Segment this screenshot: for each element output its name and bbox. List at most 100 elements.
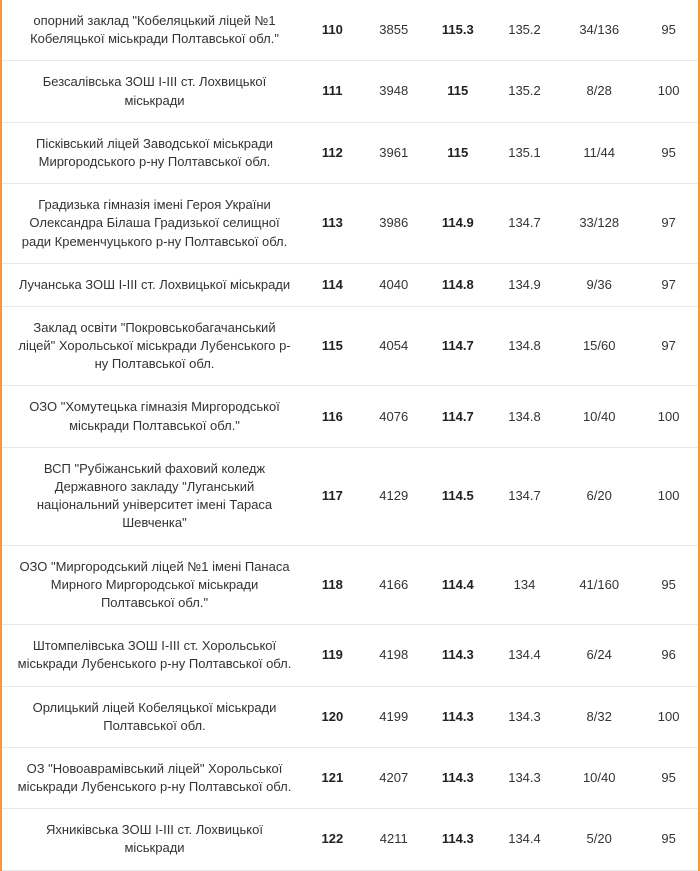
cell-rank: 113 (303, 184, 362, 264)
cell-school-name: Заклад освіти "Покровськобагачанський лі… (2, 306, 303, 386)
table-row: ОЗО "Хомутецька гімназія Миргородської м… (2, 386, 698, 447)
cell-score: 114.3 (426, 686, 490, 747)
cell-ratio: 10/40 (559, 386, 639, 447)
cell-val4: 134.8 (490, 386, 559, 447)
cell-last: 100 (639, 61, 698, 122)
cell-school-name: ОЗО "Миргородський ліцей №1 імені Панаса… (2, 545, 303, 625)
cell-val4: 134.7 (490, 184, 559, 264)
cell-num2: 4076 (362, 386, 426, 447)
cell-ratio: 5/20 (559, 809, 639, 870)
cell-rank: 111 (303, 61, 362, 122)
cell-school-name: Пісківський ліцей Заводської міськради М… (2, 122, 303, 183)
cell-num2: 4129 (362, 447, 426, 545)
cell-rank: 115 (303, 306, 362, 386)
cell-score: 115 (426, 122, 490, 183)
table-row: ВСП "Рубіжанський фаховий коледж Державн… (2, 447, 698, 545)
cell-num2: 3948 (362, 61, 426, 122)
cell-ratio: 9/36 (559, 263, 639, 306)
cell-score: 114.5 (426, 447, 490, 545)
cell-last: 95 (639, 0, 698, 61)
cell-school-name: ОЗ "Новоаврамівський ліцей" Хорольської … (2, 747, 303, 808)
cell-last: 95 (639, 747, 698, 808)
cell-school-name: ОЗО "Хомутецька гімназія Миргородської м… (2, 386, 303, 447)
cell-num2: 4199 (362, 686, 426, 747)
cell-last: 97 (639, 306, 698, 386)
cell-last: 97 (639, 184, 698, 264)
table-row: Яхниківська ЗОШ І-ІІІ ст. Лохвицької міс… (2, 809, 698, 870)
table-row: Безсалівська ЗОШ І-ІІІ ст. Лохвицької мі… (2, 61, 698, 122)
cell-rank: 119 (303, 625, 362, 686)
cell-last: 95 (639, 809, 698, 870)
cell-score: 115.3 (426, 0, 490, 61)
cell-val4: 135.1 (490, 122, 559, 183)
cell-ratio: 15/60 (559, 306, 639, 386)
cell-score: 114.3 (426, 625, 490, 686)
cell-rank: 116 (303, 386, 362, 447)
table-row: Заклад освіти "Покровськобагачанський лі… (2, 306, 698, 386)
table-row: ОЗО "Миргородський ліцей №1 імені Панаса… (2, 545, 698, 625)
table-row: Штомпелівська ЗОШ І-ІІІ ст. Хорольської … (2, 625, 698, 686)
cell-score: 114.7 (426, 386, 490, 447)
cell-last: 95 (639, 545, 698, 625)
cell-ratio: 6/20 (559, 447, 639, 545)
cell-ratio: 34/136 (559, 0, 639, 61)
cell-score: 114.4 (426, 545, 490, 625)
cell-last: 95 (639, 122, 698, 183)
cell-rank: 114 (303, 263, 362, 306)
table-row: опорний заклад "Кобеляцький ліцей №1 Коб… (2, 0, 698, 61)
cell-num2: 3961 (362, 122, 426, 183)
table-body: опорний заклад "Кобеляцький ліцей №1 Коб… (2, 0, 698, 870)
cell-last: 97 (639, 263, 698, 306)
cell-val4: 134 (490, 545, 559, 625)
cell-ratio: 8/28 (559, 61, 639, 122)
table-row: Градизька гімназія імені Героя України О… (2, 184, 698, 264)
cell-school-name: Градизька гімназія імені Героя України О… (2, 184, 303, 264)
cell-school-name: Штомпелівська ЗОШ І-ІІІ ст. Хорольської … (2, 625, 303, 686)
cell-val4: 134.4 (490, 625, 559, 686)
cell-last: 100 (639, 686, 698, 747)
cell-score: 114.3 (426, 809, 490, 870)
cell-ratio: 11/44 (559, 122, 639, 183)
cell-score: 115 (426, 61, 490, 122)
cell-score: 114.8 (426, 263, 490, 306)
cell-rank: 120 (303, 686, 362, 747)
cell-num2: 3986 (362, 184, 426, 264)
cell-score: 114.3 (426, 747, 490, 808)
cell-school-name: Яхниківська ЗОШ І-ІІІ ст. Лохвицької міс… (2, 809, 303, 870)
cell-val4: 134.3 (490, 747, 559, 808)
cell-last: 100 (639, 447, 698, 545)
cell-last: 100 (639, 386, 698, 447)
cell-val4: 134.4 (490, 809, 559, 870)
cell-rank: 117 (303, 447, 362, 545)
table-container: опорний заклад "Кобеляцький ліцей №1 Коб… (0, 0, 700, 871)
cell-school-name: ВСП "Рубіжанський фаховий коледж Державн… (2, 447, 303, 545)
cell-val4: 134.8 (490, 306, 559, 386)
cell-score: 114.9 (426, 184, 490, 264)
cell-ratio: 8/32 (559, 686, 639, 747)
cell-val4: 135.2 (490, 0, 559, 61)
cell-ratio: 6/24 (559, 625, 639, 686)
cell-num2: 4054 (362, 306, 426, 386)
cell-school-name: Лучанська ЗОШ І-ІІІ ст. Лохвицької міськ… (2, 263, 303, 306)
table-row: ОЗ "Новоаврамівський ліцей" Хорольської … (2, 747, 698, 808)
cell-rank: 122 (303, 809, 362, 870)
cell-ratio: 41/160 (559, 545, 639, 625)
cell-ratio: 33/128 (559, 184, 639, 264)
cell-val4: 134.3 (490, 686, 559, 747)
cell-school-name: опорний заклад "Кобеляцький ліцей №1 Коб… (2, 0, 303, 61)
cell-last: 96 (639, 625, 698, 686)
cell-num2: 4198 (362, 625, 426, 686)
cell-rank: 112 (303, 122, 362, 183)
cell-num2: 3855 (362, 0, 426, 61)
cell-school-name: Безсалівська ЗОШ І-ІІІ ст. Лохвицької мі… (2, 61, 303, 122)
cell-num2: 4040 (362, 263, 426, 306)
cell-rank: 118 (303, 545, 362, 625)
cell-val4: 134.7 (490, 447, 559, 545)
table-row: Пісківський ліцей Заводської міськради М… (2, 122, 698, 183)
cell-val4: 135.2 (490, 61, 559, 122)
cell-rank: 110 (303, 0, 362, 61)
cell-score: 114.7 (426, 306, 490, 386)
table-row: Орлицький ліцей Кобеляцької міськради По… (2, 686, 698, 747)
table-row: Лучанська ЗОШ І-ІІІ ст. Лохвицької міськ… (2, 263, 698, 306)
cell-num2: 4207 (362, 747, 426, 808)
